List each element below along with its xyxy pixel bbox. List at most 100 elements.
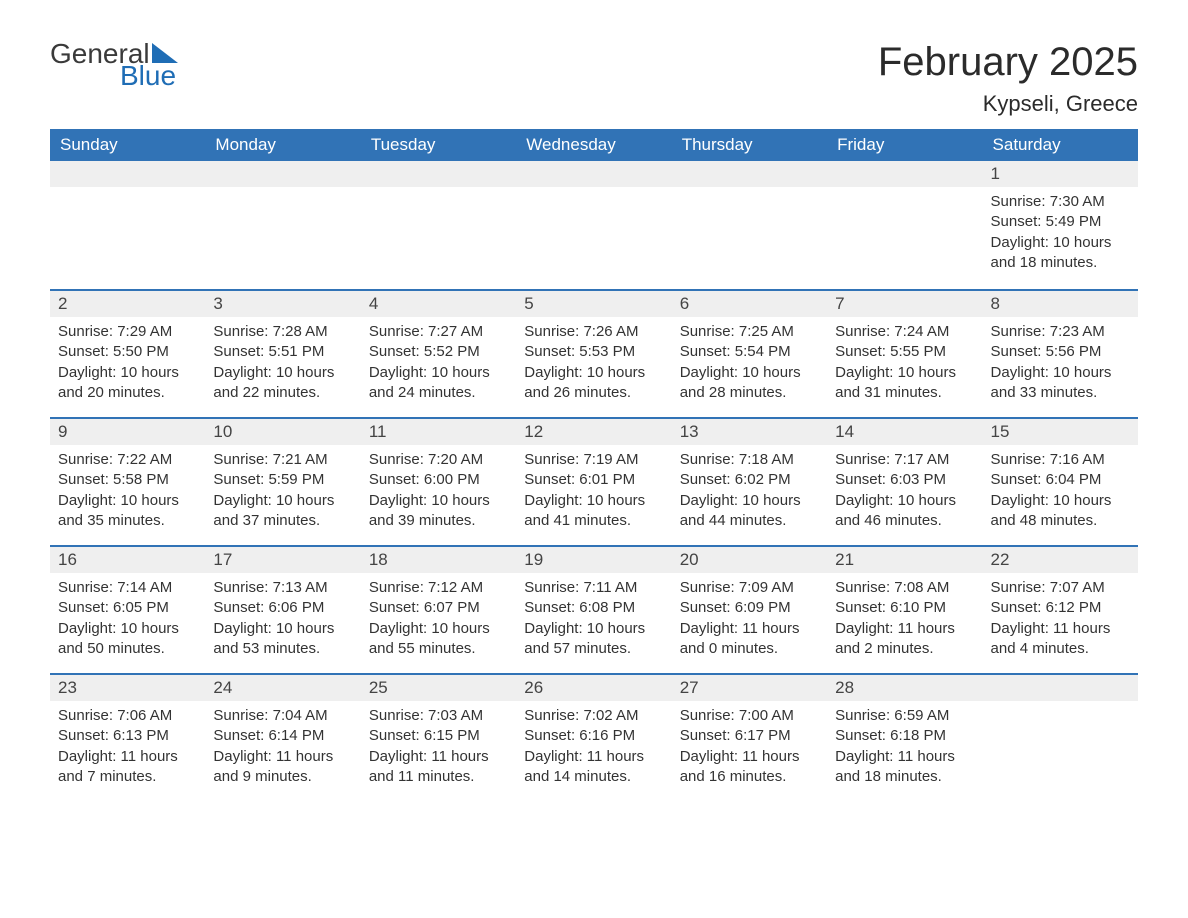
day-number: 9 (50, 419, 205, 445)
sunset-line: Sunset: 5:52 PM (369, 342, 508, 362)
daylight-line: Daylight: 11 hours and 7 minutes. (58, 747, 197, 788)
calendar-week: 16Sunrise: 7:14 AMSunset: 6:05 PMDayligh… (50, 545, 1138, 673)
calendar-day-empty (516, 161, 671, 289)
calendar-day: 27Sunrise: 7:00 AMSunset: 6:17 PMDayligh… (672, 673, 827, 801)
calendar-day: 26Sunrise: 7:02 AMSunset: 6:16 PMDayligh… (516, 673, 671, 801)
sunrise-line: Sunrise: 7:30 AM (991, 192, 1130, 212)
sunset-line: Sunset: 6:04 PM (991, 470, 1130, 490)
daylight-line: Daylight: 11 hours and 9 minutes. (213, 747, 352, 788)
sunset-line: Sunset: 5:51 PM (213, 342, 352, 362)
sunrise-line: Sunrise: 7:03 AM (369, 706, 508, 726)
day-details: Sunrise: 7:19 AMSunset: 6:01 PMDaylight:… (516, 445, 671, 541)
calendar-day: 17Sunrise: 7:13 AMSunset: 6:06 PMDayligh… (205, 545, 360, 673)
sunrise-line: Sunrise: 7:23 AM (991, 322, 1130, 342)
title-block: February 2025 Kypseli, Greece (878, 40, 1138, 117)
day-details: Sunrise: 7:21 AMSunset: 5:59 PMDaylight:… (205, 445, 360, 541)
sunrise-line: Sunrise: 7:17 AM (835, 450, 974, 470)
sunset-line: Sunset: 5:53 PM (524, 342, 663, 362)
day-number: 13 (672, 419, 827, 445)
location-label: Kypseli, Greece (878, 91, 1138, 117)
sunrise-line: Sunrise: 7:29 AM (58, 322, 197, 342)
daylight-line: Daylight: 10 hours and 33 minutes. (991, 363, 1130, 404)
sunset-line: Sunset: 6:17 PM (680, 726, 819, 746)
day-details: Sunrise: 7:07 AMSunset: 6:12 PMDaylight:… (983, 573, 1138, 669)
daylight-line: Daylight: 10 hours and 20 minutes. (58, 363, 197, 404)
sunset-line: Sunset: 6:10 PM (835, 598, 974, 618)
day-details: Sunrise: 7:25 AMSunset: 5:54 PMDaylight:… (672, 317, 827, 413)
calendar-day: 10Sunrise: 7:21 AMSunset: 5:59 PMDayligh… (205, 417, 360, 545)
day-number: 26 (516, 675, 671, 701)
calendar-day: 20Sunrise: 7:09 AMSunset: 6:09 PMDayligh… (672, 545, 827, 673)
sunrise-line: Sunrise: 7:02 AM (524, 706, 663, 726)
calendar-day: 19Sunrise: 7:11 AMSunset: 6:08 PMDayligh… (516, 545, 671, 673)
day-details: Sunrise: 7:04 AMSunset: 6:14 PMDaylight:… (205, 701, 360, 797)
sunset-line: Sunset: 6:13 PM (58, 726, 197, 746)
sunset-line: Sunset: 5:56 PM (991, 342, 1130, 362)
day-details: Sunrise: 7:11 AMSunset: 6:08 PMDaylight:… (516, 573, 671, 669)
daylight-line: Daylight: 10 hours and 31 minutes. (835, 363, 974, 404)
sunrise-line: Sunrise: 7:16 AM (991, 450, 1130, 470)
logo-word-blue: Blue (120, 62, 178, 90)
day-details: Sunrise: 7:24 AMSunset: 5:55 PMDaylight:… (827, 317, 982, 413)
sunrise-line: Sunrise: 7:22 AM (58, 450, 197, 470)
sunset-line: Sunset: 6:18 PM (835, 726, 974, 746)
calendar-day: 18Sunrise: 7:12 AMSunset: 6:07 PMDayligh… (361, 545, 516, 673)
day-number: 10 (205, 419, 360, 445)
day-number: 28 (827, 675, 982, 701)
daylight-line: Daylight: 10 hours and 46 minutes. (835, 491, 974, 532)
daylight-line: Daylight: 10 hours and 44 minutes. (680, 491, 819, 532)
sunset-line: Sunset: 6:15 PM (369, 726, 508, 746)
day-number: 6 (672, 291, 827, 317)
day-details: Sunrise: 7:13 AMSunset: 6:06 PMDaylight:… (205, 573, 360, 669)
day-number: 24 (205, 675, 360, 701)
calendar-day: 2Sunrise: 7:29 AMSunset: 5:50 PMDaylight… (50, 289, 205, 417)
daylight-line: Daylight: 10 hours and 28 minutes. (680, 363, 819, 404)
day-number: 3 (205, 291, 360, 317)
day-details: Sunrise: 7:00 AMSunset: 6:17 PMDaylight:… (672, 701, 827, 797)
day-number: 8 (983, 291, 1138, 317)
day-details: Sunrise: 7:03 AMSunset: 6:15 PMDaylight:… (361, 701, 516, 797)
calendar-day: 22Sunrise: 7:07 AMSunset: 6:12 PMDayligh… (983, 545, 1138, 673)
day-number: 16 (50, 547, 205, 573)
day-number: 11 (361, 419, 516, 445)
sunset-line: Sunset: 5:58 PM (58, 470, 197, 490)
day-number: 21 (827, 547, 982, 573)
daylight-line: Daylight: 11 hours and 4 minutes. (991, 619, 1130, 660)
daylight-line: Daylight: 11 hours and 16 minutes. (680, 747, 819, 788)
calendar-day-empty (50, 161, 205, 289)
sunrise-line: Sunrise: 7:14 AM (58, 578, 197, 598)
day-details: Sunrise: 7:23 AMSunset: 5:56 PMDaylight:… (983, 317, 1138, 413)
calendar-day: 6Sunrise: 7:25 AMSunset: 5:54 PMDaylight… (672, 289, 827, 417)
daylight-line: Daylight: 10 hours and 37 minutes. (213, 491, 352, 532)
calendar-day: 14Sunrise: 7:17 AMSunset: 6:03 PMDayligh… (827, 417, 982, 545)
sunrise-line: Sunrise: 7:04 AM (213, 706, 352, 726)
day-details: Sunrise: 7:17 AMSunset: 6:03 PMDaylight:… (827, 445, 982, 541)
sunset-line: Sunset: 5:55 PM (835, 342, 974, 362)
daylight-line: Daylight: 10 hours and 53 minutes. (213, 619, 352, 660)
daylight-line: Daylight: 10 hours and 39 minutes. (369, 491, 508, 532)
sunset-line: Sunset: 6:06 PM (213, 598, 352, 618)
calendar-day: 11Sunrise: 7:20 AMSunset: 6:00 PMDayligh… (361, 417, 516, 545)
day-number: 7 (827, 291, 982, 317)
daylight-line: Daylight: 10 hours and 48 minutes. (991, 491, 1130, 532)
calendar-day-empty (205, 161, 360, 289)
calendar-week: 23Sunrise: 7:06 AMSunset: 6:13 PMDayligh… (50, 673, 1138, 801)
sunrise-line: Sunrise: 7:11 AM (524, 578, 663, 598)
sunset-line: Sunset: 6:02 PM (680, 470, 819, 490)
daylight-line: Daylight: 10 hours and 57 minutes. (524, 619, 663, 660)
sunrise-line: Sunrise: 7:12 AM (369, 578, 508, 598)
calendar-day: 13Sunrise: 7:18 AMSunset: 6:02 PMDayligh… (672, 417, 827, 545)
sunset-line: Sunset: 6:08 PM (524, 598, 663, 618)
day-details: Sunrise: 7:02 AMSunset: 6:16 PMDaylight:… (516, 701, 671, 797)
calendar-day: 5Sunrise: 7:26 AMSunset: 5:53 PMDaylight… (516, 289, 671, 417)
calendar-day: 25Sunrise: 7:03 AMSunset: 6:15 PMDayligh… (361, 673, 516, 801)
sunset-line: Sunset: 5:49 PM (991, 212, 1130, 232)
day-details: Sunrise: 6:59 AMSunset: 6:18 PMDaylight:… (827, 701, 982, 797)
calendar-day: 3Sunrise: 7:28 AMSunset: 5:51 PMDaylight… (205, 289, 360, 417)
sunset-line: Sunset: 5:50 PM (58, 342, 197, 362)
day-details: Sunrise: 7:30 AMSunset: 5:49 PMDaylight:… (983, 187, 1138, 283)
month-title: February 2025 (878, 40, 1138, 85)
sunrise-line: Sunrise: 6:59 AM (835, 706, 974, 726)
calendar-day: 28Sunrise: 6:59 AMSunset: 6:18 PMDayligh… (827, 673, 982, 801)
daylight-line: Daylight: 10 hours and 18 minutes. (991, 233, 1130, 274)
